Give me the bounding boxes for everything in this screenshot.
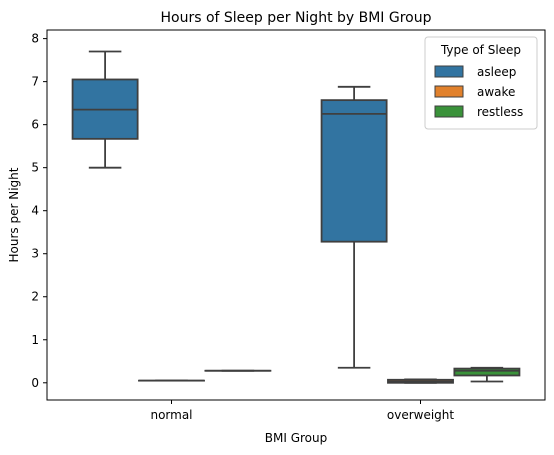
- legend-swatch-restless: [435, 106, 463, 117]
- legend-title: Type of Sleep: [440, 43, 521, 57]
- y-tick-label: 1: [31, 333, 39, 347]
- y-tick-label: 3: [31, 247, 39, 261]
- legend-label-asleep: asleep: [477, 65, 516, 79]
- x-axis-label: BMI Group: [265, 431, 327, 445]
- x-tick-label: overweight: [387, 408, 455, 422]
- box-restless-overweight: [454, 368, 519, 382]
- legend-label-restless: restless: [477, 105, 523, 119]
- legend-swatch-awake: [435, 86, 463, 97]
- box-asleep-normal: [73, 52, 138, 168]
- chart-title: Hours of Sleep per Night by BMI Group: [160, 10, 431, 26]
- y-tick-label: 7: [31, 75, 39, 89]
- y-tick-label: 8: [31, 32, 39, 46]
- box-awake-overweight: [388, 379, 453, 382]
- iqr-box: [454, 369, 519, 376]
- legend: Type of Sleep asleep awake restless: [425, 37, 537, 129]
- box-asleep-overweight: [322, 87, 387, 368]
- legend-swatch-asleep: [435, 66, 463, 77]
- x-tick-label: normal: [150, 408, 192, 422]
- y-tick-label: 0: [31, 376, 39, 390]
- y-axis-label: Hours per Night: [7, 167, 21, 262]
- y-tick-label: 6: [31, 118, 39, 132]
- iqr-box: [322, 100, 387, 242]
- legend-label-awake: awake: [477, 85, 515, 99]
- y-tick-label: 4: [31, 204, 39, 218]
- y-tick-label: 2: [31, 290, 39, 304]
- y-tick-label: 5: [31, 161, 39, 175]
